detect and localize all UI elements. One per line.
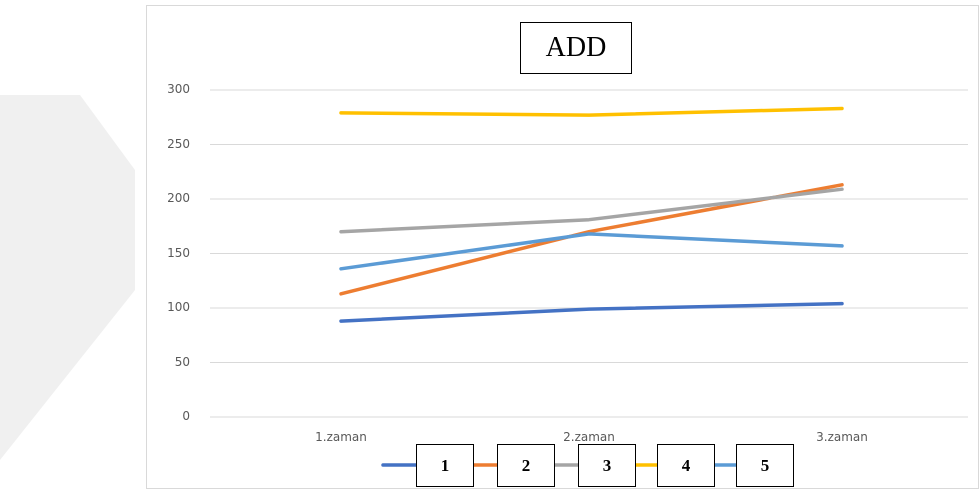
series-line-4 — [339, 106, 844, 117]
y-tick-label: 0 — [182, 409, 190, 423]
y-tick-label: 100 — [167, 300, 190, 314]
series-line-2 — [339, 183, 844, 296]
legend-label-4: 4 — [657, 444, 715, 487]
legend-label-1: 1 — [416, 444, 474, 487]
y-tick-label: 50 — [174, 354, 190, 369]
x-tick-label: 1.zaman — [315, 430, 367, 444]
y-tick-label: 200 — [167, 191, 190, 205]
series-line-3 — [339, 187, 844, 234]
x-tick-label: 2.zaman — [563, 430, 615, 444]
series-line-5 — [339, 232, 844, 271]
y-tick-label: 300 — [167, 82, 190, 96]
y-tick-label: 150 — [167, 245, 190, 260]
legend-label-2: 2 — [497, 444, 555, 487]
legend-label-3: 3 — [578, 444, 636, 487]
y-tick-label: 250 — [167, 136, 190, 151]
legend-label-5: 5 — [736, 444, 794, 487]
x-tick-label: 3.zaman — [816, 430, 868, 444]
chart-title: ADD — [520, 22, 632, 74]
series-line-1 — [339, 301, 844, 323]
